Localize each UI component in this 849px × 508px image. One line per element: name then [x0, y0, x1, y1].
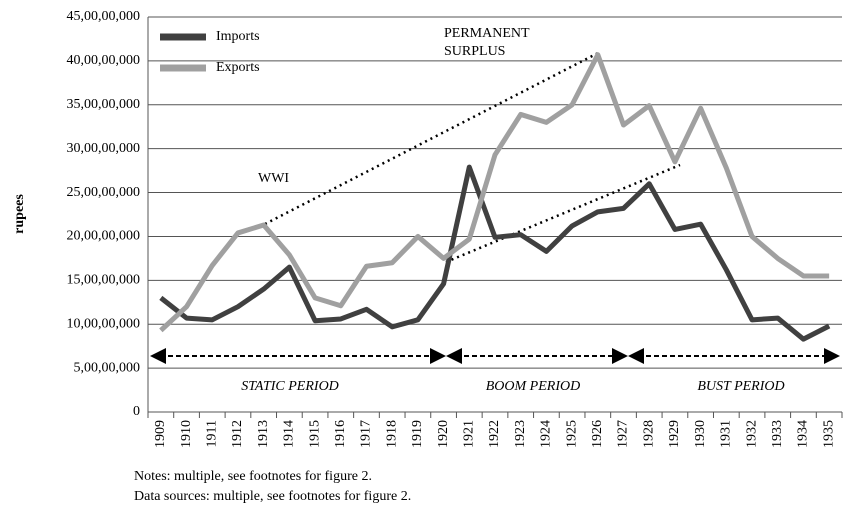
y-tick-label: 0	[133, 404, 140, 419]
annotation: WWI	[258, 171, 289, 186]
annotation: BOOM PERIOD	[486, 379, 580, 394]
annotation: SURPLUS	[444, 44, 505, 59]
trend-line	[264, 50, 601, 226]
x-tick-label: 1920	[436, 420, 451, 448]
x-tick-label: 1915	[307, 420, 322, 448]
x-tick-label: 1913	[256, 420, 271, 448]
x-tick-label: 1911	[204, 420, 219, 447]
y-tick-label: 15,00,00,000	[67, 273, 141, 288]
x-tick-label: 1921	[462, 420, 477, 448]
x-tick-label: 1933	[770, 420, 785, 448]
trend-line	[445, 163, 681, 264]
x-tick-label: 1927	[616, 420, 631, 448]
x-tick-label: 1924	[539, 420, 554, 448]
x-tick-label: 1909	[153, 420, 168, 448]
x-tick-label: 1931	[719, 420, 734, 448]
y-tick-label: 30,00,00,000	[67, 141, 141, 156]
y-tick-label: 5,00,00,000	[74, 360, 141, 375]
series-line	[159, 164, 831, 342]
y-tick-label: 35,00,00,000	[67, 97, 141, 112]
x-tick-label: 1929	[667, 420, 682, 448]
x-tick-label: 1930	[693, 420, 708, 448]
note: Data sources: multiple, see footnotes fo…	[134, 489, 411, 504]
y-tick-label: 25,00,00,000	[67, 185, 141, 200]
x-tick-label: 1916	[333, 420, 348, 448]
annotation: BUST PERIOD	[697, 379, 784, 394]
x-tick-label: 1928	[641, 420, 656, 448]
y-tick-label: 20,00,00,000	[67, 229, 141, 244]
x-tick-label: 1932	[744, 420, 759, 448]
legend-label: Exports	[216, 60, 260, 75]
x-tick-label: 1926	[590, 420, 605, 448]
x-tick-label: 1912	[230, 420, 245, 448]
y-tick-label: 40,00,00,000	[67, 53, 141, 68]
x-tick-label: 1925	[564, 420, 579, 448]
x-tick-label: 1918	[384, 420, 399, 448]
x-tick-label: 1914	[282, 420, 297, 448]
legend-label: Imports	[216, 29, 260, 44]
annotation: PERMANENT	[444, 26, 530, 41]
x-tick-label: 1919	[410, 420, 425, 448]
y-tick-label: 10,00,00,000	[67, 316, 141, 331]
x-tick-label: 1910	[179, 420, 194, 448]
series-line	[159, 52, 830, 333]
y-axis-label: rupees	[12, 194, 27, 234]
note: Notes: multiple, see footnotes for figur…	[134, 469, 372, 484]
x-tick-label: 1917	[359, 420, 374, 448]
annotation: STATIC PERIOD	[241, 379, 339, 394]
x-tick-label: 1922	[487, 420, 502, 448]
y-tick-label: 45,00,00,000	[67, 9, 141, 24]
x-tick-label: 1935	[821, 420, 836, 448]
x-tick-label: 1934	[796, 420, 811, 448]
x-tick-label: 1923	[513, 420, 528, 448]
